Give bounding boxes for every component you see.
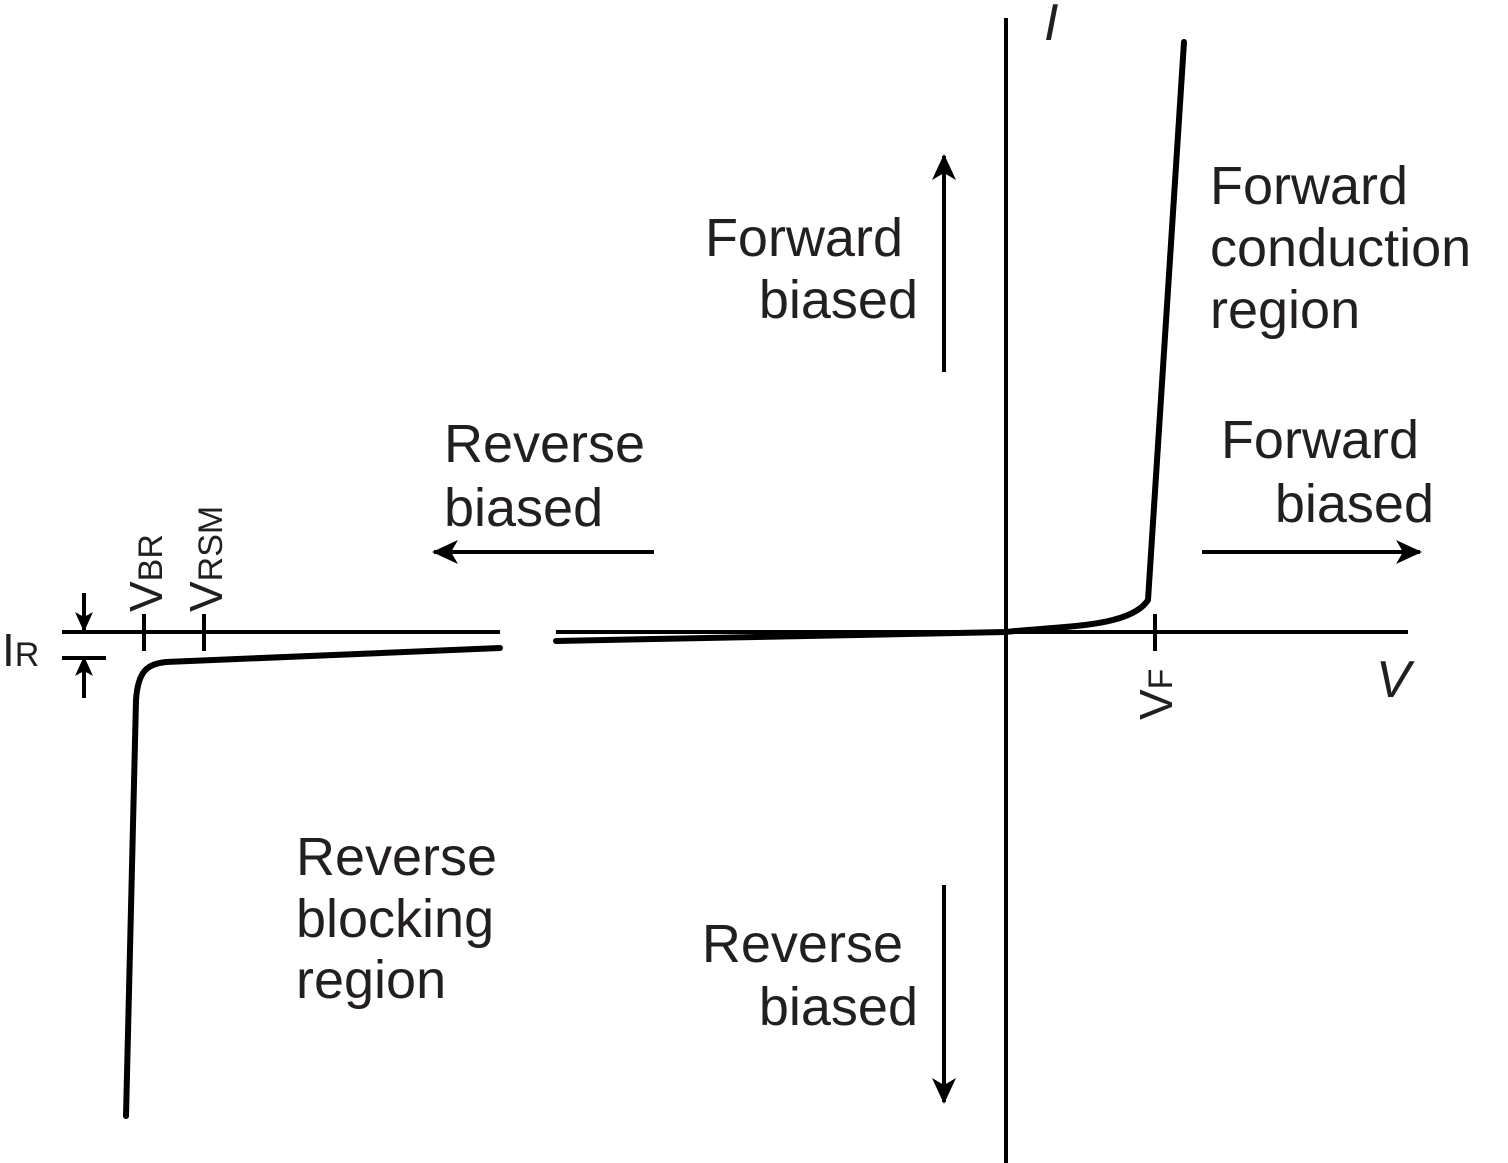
forward-biased-right-label: Forward biased (1221, 410, 1434, 534)
vbr-label: VBR (120, 534, 172, 612)
iv-curve-forward (553, 39, 1187, 644)
current-axis-label: I (1044, 0, 1058, 52)
vf-label: VF (1130, 669, 1182, 720)
iv-curve-reverse (123, 645, 503, 1119)
reverse-biased-down-label: Reverse biased (702, 914, 918, 1037)
voltage-axis-label: V (1376, 651, 1415, 709)
reverse-blocking-region-label: Reverse blocking region (296, 827, 512, 1010)
forward-biased-up-label: Forward biased (705, 208, 918, 330)
reverse-biased-left-label: Reverse biased (444, 414, 660, 538)
forward-conduction-region-label: Forward conduction region (1210, 156, 1486, 340)
ir-label: IR (2, 624, 39, 676)
vrsm-label: VRSM (180, 506, 232, 612)
